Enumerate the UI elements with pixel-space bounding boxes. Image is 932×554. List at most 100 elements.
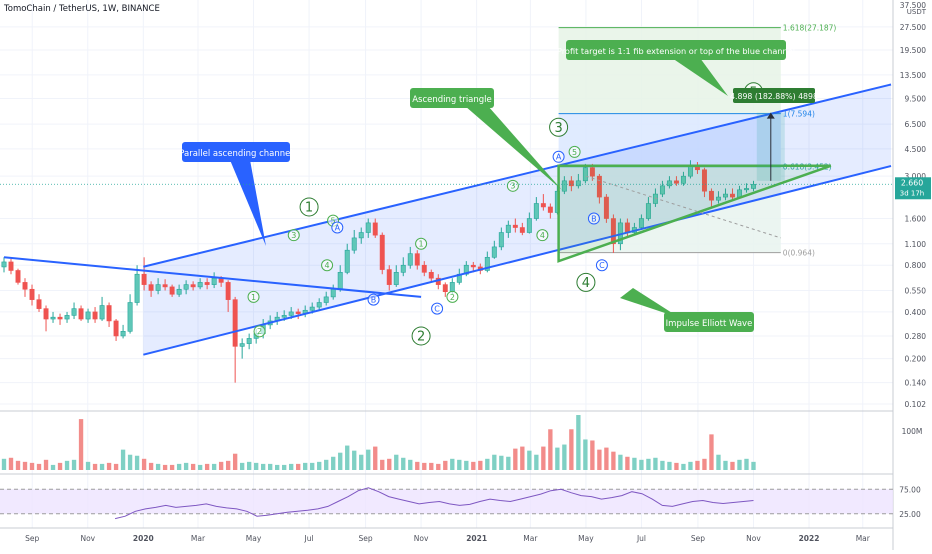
price-tick-8: 1.100	[905, 240, 927, 249]
volume-bar-8	[57, 462, 63, 470]
volume-bar-90	[632, 457, 637, 470]
elliott-callout[interactable]	[664, 312, 754, 332]
channel-upper-line[interactable]	[143, 83, 892, 268]
candle-body-77	[540, 203, 546, 208]
candle-body-78	[547, 206, 553, 213]
time-tick-14: 2022	[799, 534, 820, 543]
volume-bar-67	[471, 461, 476, 470]
volume-bar-37	[260, 463, 266, 470]
time-axis[interactable]: Sep Nov 2020 Mar May Jul Sep Nov 2021 Mar May Jul Se…	[25, 534, 871, 543]
volume-tick-100m: 100M	[902, 427, 923, 436]
volume-bar-23	[162, 464, 168, 470]
measure-arrow-head	[766, 112, 775, 119]
price-tick-0: 27.500	[900, 23, 926, 32]
volume-bar-3	[22, 461, 28, 470]
wave-minor-2-5-circle	[568, 145, 581, 158]
time-tick-6: Sep	[358, 534, 372, 543]
countdown: 3d 17h	[900, 189, 924, 197]
fib-label-0: 0(0.964)	[783, 249, 815, 258]
volume-bar-99	[695, 460, 700, 470]
channel-lower-line[interactable]	[143, 165, 892, 356]
candle-body-70	[491, 246, 497, 258]
volume-bar-60	[422, 462, 427, 470]
ascending-triangle[interactable]	[557, 164, 832, 263]
candle-body-54	[379, 234, 385, 270]
volume-bar-88	[618, 454, 623, 470]
volume-bar-65	[457, 459, 462, 470]
candle-body-73	[512, 224, 518, 228]
wave-major-1: 1	[305, 201, 313, 216]
volume-bar-105	[737, 459, 742, 470]
volume-bar-5	[36, 463, 42, 470]
fib-zone-middle	[558, 113, 781, 167]
time-tick-7: Nov	[414, 534, 429, 543]
volume-bar-69	[485, 458, 490, 470]
price-tick-6: 3.000	[905, 172, 927, 181]
volume-bar-17	[120, 449, 126, 470]
candle-body-12	[85, 311, 91, 320]
price-axis[interactable]: 37.500 USDT	[900, 1, 927, 16]
volume-bar-49	[345, 445, 350, 470]
candle-body-22	[155, 284, 161, 291]
volume-bar-19	[134, 455, 140, 470]
rsi-tick-25: 25.00	[899, 510, 921, 519]
elliott-callout-text: Impulse Elliott Wave	[666, 319, 753, 329]
time-tick-12: Sep	[691, 534, 705, 543]
candle-body-32	[225, 282, 231, 300]
volume-bar-95	[667, 461, 672, 470]
price-top-label: 37.500	[900, 1, 926, 10]
volume-bar-38	[268, 463, 273, 470]
volume-bar-47	[331, 456, 336, 470]
candle-body-33	[232, 299, 238, 347]
wave-major-1-circle	[299, 197, 319, 217]
descending-trendline[interactable]	[3, 256, 422, 298]
volume-bar-28	[197, 464, 203, 470]
time-tick-9: Mar	[523, 534, 538, 543]
candle-body-0	[1, 261, 7, 268]
triangle-callout[interactable]	[410, 88, 494, 108]
volume-bar-64	[450, 458, 455, 470]
volume-bar-93	[653, 457, 658, 470]
volume-bar-78	[548, 429, 553, 470]
target-callout[interactable]	[566, 40, 786, 60]
candle-body-83	[582, 167, 588, 182]
volume-bar-25	[176, 463, 182, 470]
candle-body-26	[183, 284, 189, 290]
candle-body-25	[176, 288, 182, 295]
volume-bar-72	[506, 456, 511, 470]
volume-bar-54	[380, 459, 385, 470]
candle-body-85	[596, 175, 602, 198]
wave-major-3-circle	[549, 117, 569, 137]
fib-label-1618: 1.618(27.187)	[783, 24, 837, 33]
candle-body-27	[190, 284, 196, 288]
candle-body-35	[246, 338, 252, 344]
price-tick-5: 4.500	[905, 145, 927, 154]
candle-body-56	[393, 272, 399, 285]
volume-bars-layer	[1, 415, 756, 470]
candle-body-17	[120, 331, 126, 337]
volume-bar-75	[527, 450, 532, 470]
volume-bar-92	[646, 458, 651, 470]
elliott-wave-labels: 123451234512345ABCABC	[247, 82, 763, 346]
channel-callout[interactable]	[182, 142, 290, 162]
candle-body-63	[442, 284, 448, 293]
volume-bar-50	[352, 450, 357, 470]
candle-body-20	[141, 273, 147, 285]
price-tick-7: 1.600	[905, 215, 927, 224]
candle-body-102	[715, 196, 721, 201]
candle-body-74	[519, 227, 525, 233]
target-callout-pointer	[672, 58, 728, 96]
price-tick-12: 0.280	[905, 332, 927, 341]
wave-abc-1-B-circle	[367, 293, 380, 306]
volume-bar-76	[534, 454, 539, 470]
callouts-layer: Parallel ascending channel Ascending tri…	[179, 40, 818, 332]
candle-body-48	[337, 272, 343, 290]
volume-bar-57	[401, 457, 406, 470]
candle-body-42	[295, 311, 301, 314]
candle-body-8	[57, 316, 63, 320]
volume-bar-24	[169, 464, 175, 470]
wave-abc-2-B-circle	[587, 212, 600, 225]
volume-bar-74	[520, 446, 525, 470]
wave-abc-2-A-circle	[552, 150, 565, 163]
volume-bar-51	[359, 454, 364, 470]
